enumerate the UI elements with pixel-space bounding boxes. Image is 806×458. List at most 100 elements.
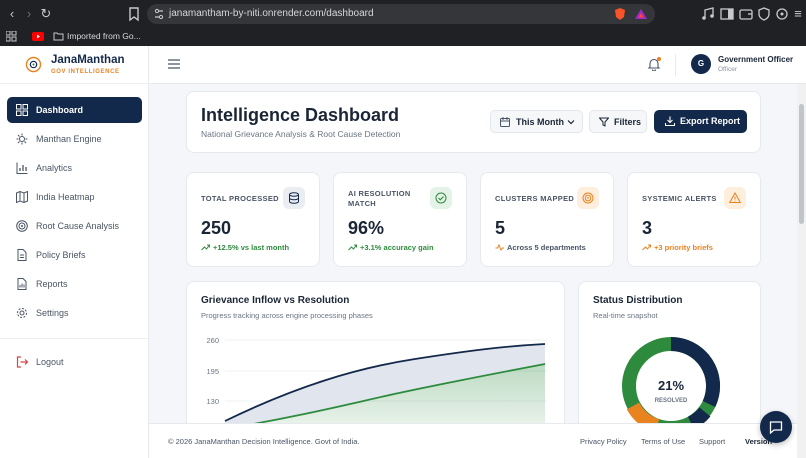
version-link[interactable]: Version	[745, 437, 773, 446]
document-icon	[17, 249, 27, 261]
stat-trend-text: +3.1% accuracy gain	[360, 243, 434, 252]
notification-dot	[657, 57, 661, 61]
stat-value: 250	[201, 218, 232, 238]
donut-segment-navy-small	[687, 407, 711, 430]
logout-label: Logout	[36, 357, 64, 367]
report-icon	[17, 278, 27, 290]
browser-chrome: ‹ › ↻ janamantham-by-niti.onrender.com/d…	[0, 0, 806, 46]
logout-icon	[16, 356, 28, 368]
sidebar-item-label: Settings	[36, 308, 69, 318]
apps-grid-icon[interactable]	[6, 31, 17, 42]
brand-tagline: GOV INTELLIGENCE	[51, 69, 120, 75]
brand: JanaManthan GOV INTELLIGENCE	[0, 46, 149, 84]
hamburger-icon[interactable]	[168, 59, 180, 69]
donut-segment-navy	[670, 336, 720, 407]
media-icon[interactable]	[700, 6, 716, 22]
stat-card-total-processed: TOTAL PROCESSED 250 +12.5% vs last month	[186, 172, 320, 267]
stat-trend-text: Across 5 departments	[507, 243, 586, 252]
y-tick: 195	[206, 367, 219, 376]
chevron-down-icon	[567, 120, 575, 125]
sidebar-item-analytics[interactable]: Analytics	[7, 155, 142, 181]
sidebar-toggle-icon[interactable]	[719, 6, 735, 22]
stat-icon-box	[430, 187, 452, 209]
target-icon	[582, 192, 594, 204]
target-icon	[16, 220, 28, 232]
activity-icon	[495, 243, 504, 252]
bell-icon[interactable]	[647, 57, 661, 71]
stat-value: 96%	[348, 218, 385, 238]
extensions-icon[interactable]	[774, 6, 790, 22]
sidebar-item-label: Dashboard	[36, 105, 84, 115]
support-link[interactable]: Support	[699, 437, 726, 446]
y-tick: 130	[206, 397, 219, 406]
sidebar-item-dashboard[interactable]: Dashboard	[7, 97, 142, 123]
scroll-thumb[interactable]	[799, 104, 804, 224]
footer: © 2026 JanaManthan Decision Intelligence…	[149, 423, 797, 458]
period-select[interactable]: This Month	[490, 110, 583, 133]
check-circle-icon	[435, 192, 447, 204]
inflow-chart: 260 195 130	[206, 336, 547, 440]
sidebar: JanaManthan GOV INTELLIGENCE Dashboard M…	[0, 46, 149, 458]
brave-shield-icon[interactable]	[613, 7, 627, 21]
youtube-icon[interactable]	[32, 32, 44, 41]
reload-icon[interactable]: ↻	[40, 6, 52, 21]
sidebar-item-manthan-engine[interactable]: Manthan Engine	[7, 126, 142, 152]
brave-rewards-icon[interactable]	[634, 7, 648, 21]
trend-up-icon	[642, 244, 651, 251]
trend-up-icon	[348, 244, 357, 251]
menu-icon[interactable]: ≡	[794, 6, 802, 21]
sidebar-item-label: Reports	[36, 279, 68, 289]
sidebar-item-label: Policy Briefs	[36, 250, 86, 260]
avatar[interactable]: G	[691, 54, 711, 74]
bookmarks-bar: Imported from Go...	[0, 28, 806, 46]
sidebar-item-label: Manthan Engine	[36, 134, 102, 144]
chat-button[interactable]	[760, 411, 792, 443]
back-icon[interactable]: ‹	[9, 6, 15, 21]
stat-trend: +12.5% vs last month	[201, 243, 289, 253]
chat-icon	[769, 421, 783, 434]
sidebar-item-policy-briefs[interactable]: Policy Briefs	[7, 242, 142, 268]
stat-icon-box	[283, 187, 305, 209]
forward-icon[interactable]: ›	[26, 6, 32, 21]
inflow-area	[225, 344, 545, 429]
logout-button[interactable]: Logout	[7, 349, 142, 375]
stat-label-line-2: MATCH	[348, 199, 377, 208]
top-header: G Government Officer Officer	[149, 46, 806, 84]
bookmark-folder[interactable]: Imported from Go...	[67, 31, 141, 41]
header-divider	[675, 54, 676, 76]
page-scrollbar[interactable]	[797, 84, 806, 458]
y-tick: 260	[206, 336, 219, 345]
address-bar[interactable]: janamantham-by-niti.onrender.com/dashboa…	[147, 4, 655, 24]
sidebar-item-label: Analytics	[36, 163, 73, 173]
map-icon	[16, 191, 28, 203]
bookmark-icon[interactable]	[126, 6, 142, 22]
browser-nav-row: ‹ › ↻ janamantham-by-niti.onrender.com/d…	[0, 0, 806, 28]
terms-of-use-link[interactable]: Terms of Use	[641, 437, 686, 446]
chart-subtitle: Real-time snapshot	[593, 311, 658, 320]
period-label: This Month	[516, 117, 564, 127]
stat-icon-box	[577, 187, 599, 209]
sidebar-item-reports[interactable]: Reports	[7, 271, 142, 297]
brand-name: JanaManthan	[51, 54, 125, 66]
url-text: janamantham-by-niti.onrender.com/dashboa…	[169, 8, 374, 19]
filters-button[interactable]: Filters	[589, 110, 647, 133]
export-report-button[interactable]: Export Report	[654, 110, 747, 133]
privacy-policy-link[interactable]: Privacy Policy	[580, 437, 627, 446]
vpn-icon[interactable]	[756, 6, 772, 22]
folder-icon[interactable]	[53, 31, 64, 41]
site-settings-icon[interactable]	[154, 8, 164, 20]
sidebar-item-india-heatmap[interactable]: India Heatmap	[7, 184, 142, 210]
calendar-icon	[500, 117, 510, 127]
stat-label: CLUSTERS MAPPED	[495, 194, 575, 203]
download-icon	[665, 116, 675, 126]
stat-icon-box	[724, 187, 746, 209]
stat-label: SYSTEMIC ALERTS	[642, 194, 717, 203]
sidebar-item-settings[interactable]: Settings	[7, 300, 142, 326]
wallet-icon[interactable]	[738, 6, 754, 22]
database-icon	[289, 192, 299, 204]
stat-card-ai-resolution: AI RESOLUTION MATCH 96% +3.1% accuracy g…	[333, 172, 467, 267]
status-chart-card: Status Distribution Real-time snapshot 2…	[578, 281, 761, 441]
sidebar-item-label: Root Cause Analysis	[36, 221, 120, 231]
sidebar-item-root-cause-analysis[interactable]: Root Cause Analysis	[7, 213, 142, 239]
page-title: Intelligence Dashboard	[201, 105, 400, 125]
